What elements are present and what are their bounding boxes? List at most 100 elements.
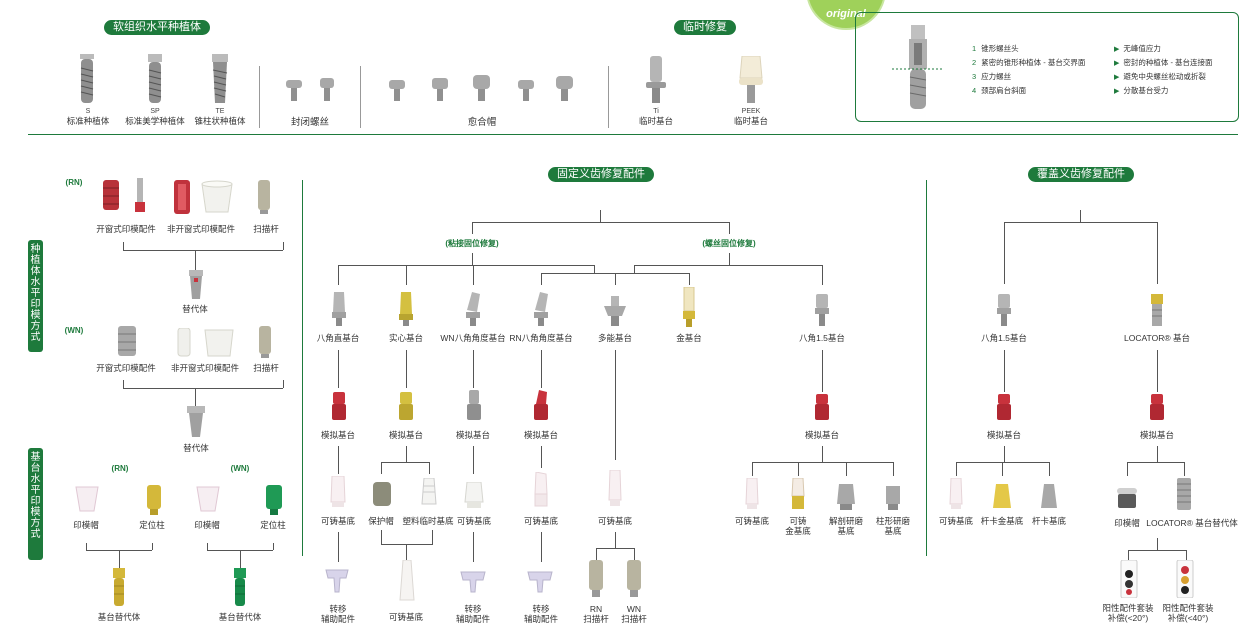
implant-s-name: 标准种植体 [66,116,110,126]
open-tray-coping-rn-icon [103,180,119,210]
impression-cap-rn-label: 印模帽 [73,520,99,530]
abutment-level-title: 基台水平印模方式 [28,448,43,560]
octa-straight-abutment-icon [332,292,346,326]
temp-ti-code: Ti [653,108,659,115]
closure-screw-icon [286,80,302,101]
wn-scan-label-2: 扫描杆 [621,614,647,624]
transfer-aid-label-1: 转移 [464,604,482,614]
healing-cap-label: 愈合帽 [467,117,497,128]
rn-tag: (RN) [65,178,83,187]
healing-cap-icon [518,80,534,101]
divider [608,66,609,128]
rn-angled-abutment-icon [534,292,548,326]
wn-angled-abutment-icon [466,292,480,326]
implant-sp-code: SP [150,108,160,115]
screwed-subtitle: (螺丝固位修复) [702,239,756,248]
male-insert-20-label-2: 补偿(<20°) [1107,613,1149,623]
locator-abutment-label: LOCATOR® 基台 [1124,333,1190,343]
multi-base-abutment-icon [604,296,626,326]
abutment-replica-wn-label: 基台替代体 [218,612,262,622]
castable-coping-label: 可铸基底 [734,516,770,526]
transfer-aid-icon [325,569,349,593]
locator-abutment-icon [1151,294,1163,326]
implant-te-name: 锥柱状种植体 [194,116,246,126]
castable-coping-icon [949,478,963,509]
transfer-aid-label-1: 转移 [532,604,550,614]
cylindrical-milling-label-2: 基底 [884,526,902,536]
bar-gold-coping-icon [993,484,1011,508]
cylindrical-milling-label-1: 柱形研磨 [875,516,911,526]
castable-coping-icon [534,472,548,507]
wn-tag: (WN) [64,326,84,335]
healing-cap-icon [556,76,573,101]
implant-cross-section-icon [892,25,944,109]
octa-1-5-label: 八角1.5基台 [799,333,845,343]
male-insert-kit-40-icon [1176,560,1194,598]
male-insert-kit-20-icon [1120,560,1138,598]
abutment-replica-rn-icon [113,568,125,606]
implant-level-title: 种植体水平印模方式 [28,240,43,352]
octa-straight-label: 八角直基台 [316,333,360,343]
locator-replica-icon [1177,478,1191,510]
octa-1-5-abutment-icon [815,294,829,326]
scan-body-wn-icon [627,560,641,597]
rn-open-tray-label: 开窗式印模配件 [96,224,156,234]
impression-cap-wn-icon [196,486,220,512]
open-tray-coping-wn-icon [118,326,136,356]
impression-cap-rn-icon [75,486,99,512]
protective-cap-label: 保护帽 [368,516,394,526]
divider [360,66,361,128]
closed-tray-cap-wn-icon [204,329,234,357]
multi-base-label: 多能基台 [597,333,633,343]
impression-coping-label: 印模帽 [1114,518,1140,528]
temp-peek-name: 临时基台 [733,116,769,126]
analog-label: 模拟基台 [986,430,1022,440]
legend-panel: 1 锥形螺丝头 2 紧密的锥形种植体 - 基台交界面 3 应力螺丝 4 颈部肩台斜面 ▶… [855,12,1239,122]
castable-coping-icon [330,476,346,507]
transfer-aid-label-2: 辅助配件 [523,614,559,624]
anatomic-milling-label-1: 解剖研磨 [828,516,864,526]
analog-label: 模拟基台 [523,430,559,440]
implant-sp-name: 标准美学种植体 [125,116,185,126]
cylindrical-milling-coping-icon [886,486,900,510]
wn-closed-tray-label: 非开窗式印模配件 [170,363,240,373]
castable-coping-label: 可铸基底 [597,516,633,526]
plastic-temp-coping-label: 塑料临时基底 [402,516,454,526]
overdenture-title: 覆盖义齿修复配件 [1028,167,1134,182]
legend-item-4: 4 颈部肩台斜面 [972,86,1027,95]
castable-coping-label: 可铸基底 [388,612,424,622]
healing-cap-icon [389,80,405,101]
benefit-item-2: ▶ 密封的种植体 - 基台连接面 [1114,58,1213,67]
bar-coping-icon [1041,484,1057,508]
scan-body-rn-icon [589,560,603,597]
benefit-item-3: ▶ 避免中央螺丝松动或折裂 [1114,72,1206,81]
castable-coping-label: 可铸基底 [938,516,974,526]
solid-abutment-icon [399,292,413,326]
castable-coping-icon [464,482,484,508]
locator-replica-label: LOCATOR® 基台替代体 [1146,518,1238,528]
analog-label: 模拟基台 [455,430,491,440]
temp-peek-code: PEEK [741,108,761,115]
legend-item-1: 1 锥形螺丝头 [972,44,1019,53]
transfer-aid-label-2: 辅助配件 [320,614,356,624]
implant-te-code: TE [215,108,225,115]
implant-replica-wn-icon [187,406,205,437]
bar-gold-coping-label: 杆卡金基底 [980,516,1024,526]
analog-label: 模拟基台 [320,430,356,440]
anatomic-milling-label-2: 基底 [837,526,855,536]
rn-closed-tray-label: 非开窗式印模配件 [166,224,236,234]
soft-tissue-title: 软组织水平种植体 [104,20,210,35]
rn-scan-body-label: 扫描杆 [253,224,279,234]
transfer-aid-icon [527,571,553,593]
analog-grey-icon [467,390,481,420]
closed-tray-coping-wn-icon [177,328,191,357]
castable-coping-label: 可铸基底 [456,516,492,526]
analog-red-icon [1150,394,1164,420]
benefit-item-1: ▶ 无峰值应力 [1114,44,1161,53]
overdenture-octa-label: 八角1.5基台 [981,333,1027,343]
abutment-replica-rn-label: 基台替代体 [97,612,141,622]
scan-body-rn-icon [258,180,270,214]
abutment-replica-wn-icon [234,568,246,606]
legend-item-3: 3 应力螺丝 [972,72,1012,81]
analog-red-angled-icon [534,390,548,420]
